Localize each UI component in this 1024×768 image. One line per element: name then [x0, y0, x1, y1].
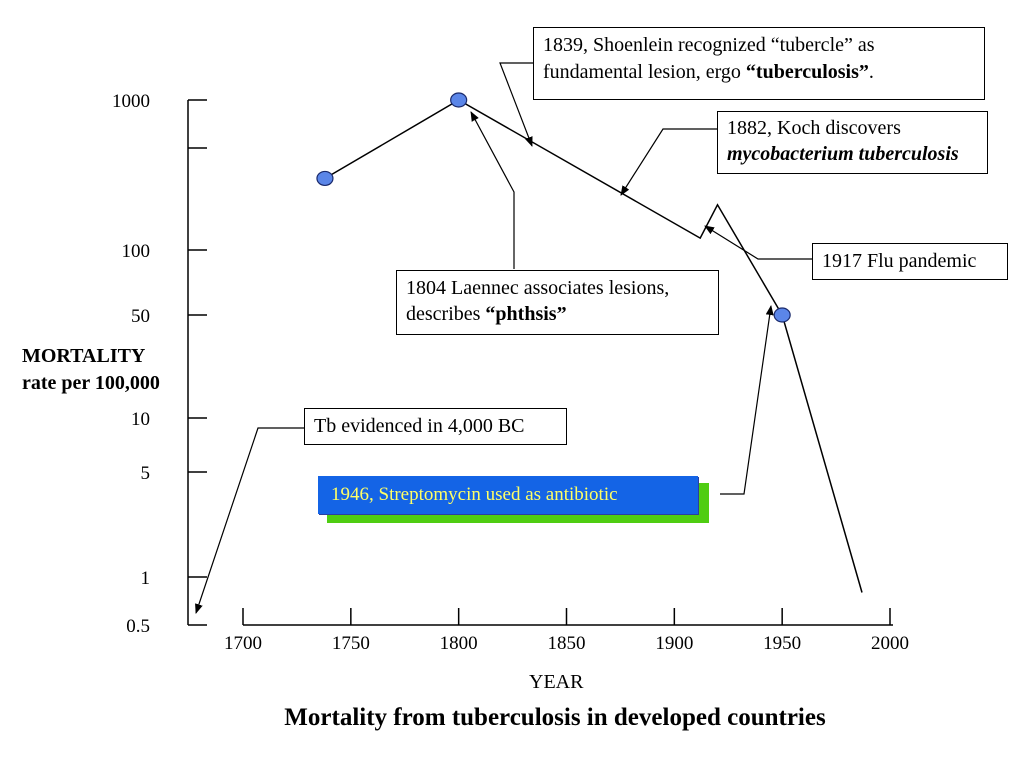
x-tick-label: 1800 — [440, 633, 478, 654]
annotation-shoenlein-bold: “tuberculosis” — [745, 61, 869, 83]
arrow-laennec — [470, 111, 515, 269]
x-tick-label: 1750 — [332, 633, 370, 654]
annotation-shoenlein-line2: fundamental lesion, ergo “tuberculosis”. — [543, 59, 975, 86]
data-markers — [316, 92, 791, 323]
series-group — [324, 99, 863, 593]
y-axis-label-line1: MORTALITY — [22, 345, 146, 367]
axes — [187, 100, 893, 626]
x-tick-label: 2000 — [871, 633, 909, 654]
arrow-koch — [620, 128, 717, 196]
annotation-laennec-line2-pre: describes — [406, 303, 486, 325]
annotation-koch-line1: 1882, Koch discovers — [727, 117, 901, 139]
annotation-laennec-line2: describes “phthsis” — [406, 301, 709, 327]
annotation-laennec: 1804 Laennec associates lesions, describ… — [396, 270, 719, 335]
annotation-shoenlein-line2-post: . — [868, 61, 874, 83]
annotation-tb-bc: Tb evidenced in 4,000 BC — [304, 408, 567, 445]
chart-title: Mortality from tuberculosis in developed… — [284, 704, 826, 731]
x-axis-label: YEAR — [529, 671, 584, 693]
y-tick-label: 1 — [141, 568, 151, 589]
x-tick-label: 1950 — [763, 633, 801, 654]
arrow-shoenlein — [499, 62, 533, 147]
annotation-shoenlein-line2-pre: fundamental lesion, ergo — [543, 61, 746, 83]
y-tick-label: 100 — [122, 241, 151, 262]
y-axis-ticks: 1000 100 50 10 5 1 0.5 — [112, 91, 207, 637]
data-point-marker — [316, 170, 334, 187]
arrow-tb-bc — [195, 427, 304, 614]
annotation-flu: 1917 Flu pandemic — [812, 243, 1008, 280]
y-axis-label: MORTALITY rate per 100,000 — [22, 343, 160, 397]
annotation-shoenlein-line1: 1839, Shoenlein recognized “tubercle” as — [543, 34, 875, 56]
x-tick-label: 1700 — [224, 633, 262, 654]
y-tick-label: 5 — [141, 463, 151, 484]
mortality-series-line — [324, 99, 863, 593]
x-axis-ticks: 1700 1750 1800 1850 1900 1950 2000 — [224, 608, 909, 654]
x-tick-label: 1900 — [655, 633, 693, 654]
arrow-flu — [704, 225, 812, 260]
annotation-koch: 1882, Koch discovers mycobacterium tuber… — [717, 111, 988, 174]
annotation-laennec-line1: 1804 Laennec associates lesions, — [406, 277, 670, 299]
data-point-marker — [450, 92, 468, 108]
annotation-streptomycin: 1946, Streptomycin used as antibiotic — [318, 476, 698, 514]
data-point-marker — [773, 307, 791, 323]
annotation-laennec-bold: “phthsis” — [485, 303, 567, 325]
y-tick-label: 1000 — [112, 91, 150, 112]
annotation-arrows — [195, 62, 812, 614]
y-tick-label: 50 — [131, 306, 150, 327]
annotation-shoenlein: 1839, Shoenlein recognized “tubercle” as… — [533, 27, 985, 100]
annotation-koch-line2: mycobacterium tuberculosis — [727, 143, 959, 165]
y-axis-label-line2: rate per 100,000 — [22, 372, 160, 394]
y-tick-label: 0.5 — [126, 616, 150, 637]
x-tick-label: 1850 — [548, 633, 586, 654]
arrow-streptomycin — [720, 305, 774, 495]
y-tick-label: 10 — [131, 409, 150, 430]
